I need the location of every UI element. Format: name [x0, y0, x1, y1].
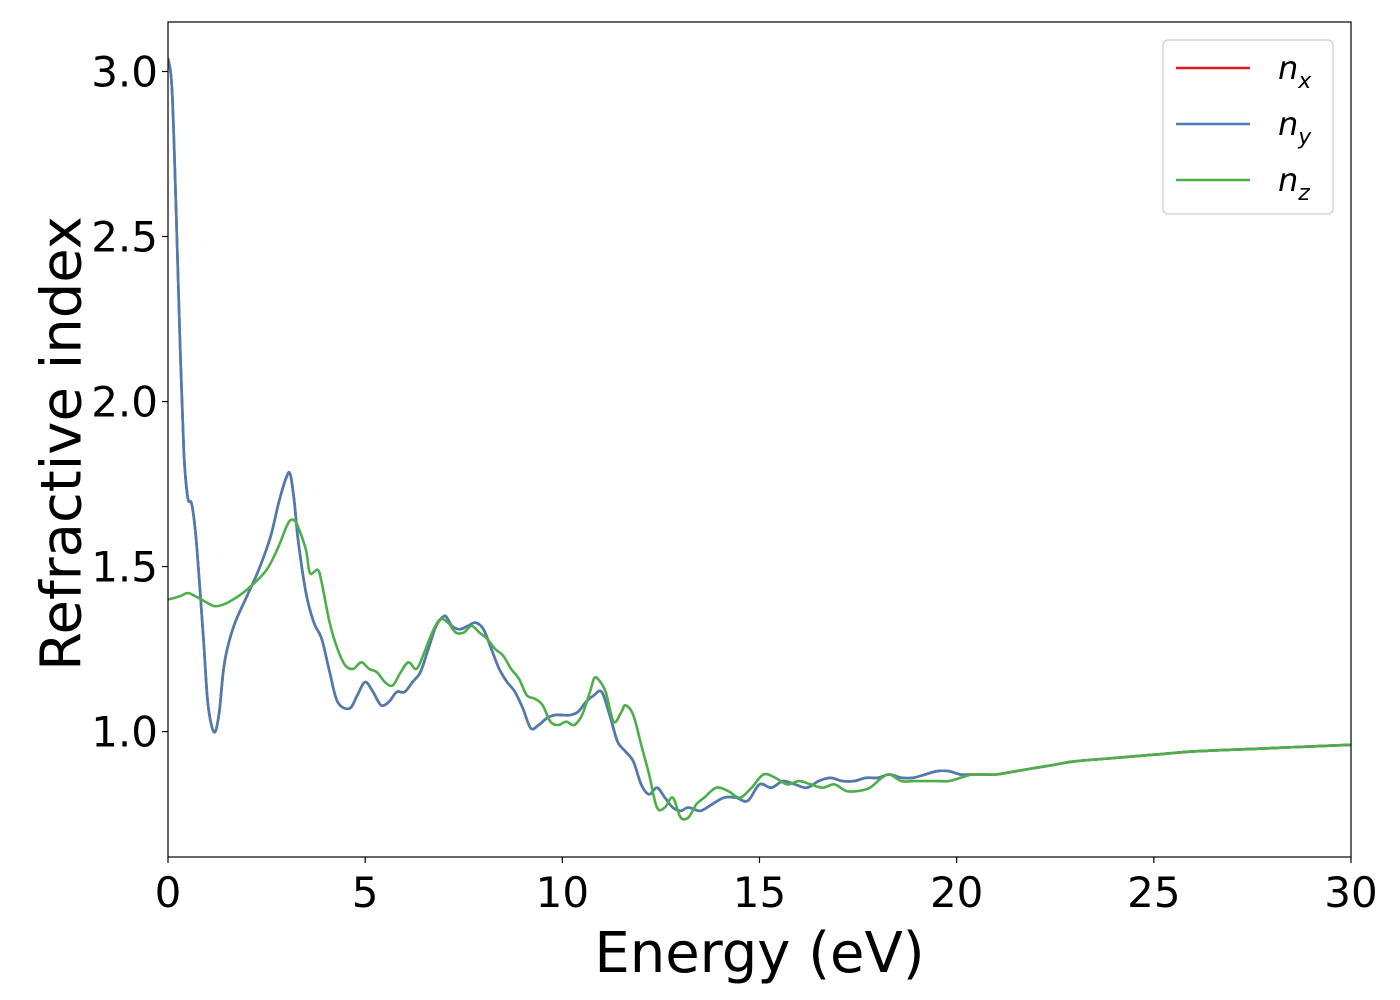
legend-label: ny: [1278, 105, 1312, 150]
series-layer: [168, 58, 1351, 821]
legend: nx ny nz: [1162, 39, 1334, 215]
x-tick-label: 25: [1127, 868, 1180, 917]
series-line-nz: [168, 518, 1351, 821]
y-tick-label: 1.5: [91, 543, 158, 592]
y-tick-label: 3.0: [91, 48, 158, 97]
x-tick-label: 15: [733, 868, 786, 917]
y-axis-ticks: 1.0 1.5 2.0 2.5 3.0: [91, 48, 168, 757]
y-axis-title: Refractive index: [30, 216, 95, 671]
x-tick-label: 5: [352, 868, 379, 917]
legend-label: nx: [1278, 49, 1312, 94]
series-line-ny: [168, 58, 1351, 813]
y-tick-label: 1.0: [91, 708, 158, 757]
x-axis-title: Energy (eV): [594, 921, 924, 986]
x-tick-label: 0: [155, 868, 182, 917]
y-tick-label: 2.5: [91, 213, 158, 262]
legend-box: [1162, 39, 1334, 215]
x-tick-label: 20: [930, 868, 983, 917]
legend-label: nz: [1278, 161, 1310, 206]
x-tick-label: 10: [536, 868, 589, 917]
y-tick-label: 2.0: [91, 378, 158, 427]
x-axis-ticks: 0 5 10 15 20 25 30: [155, 857, 1378, 917]
x-tick-label: 30: [1324, 868, 1377, 917]
